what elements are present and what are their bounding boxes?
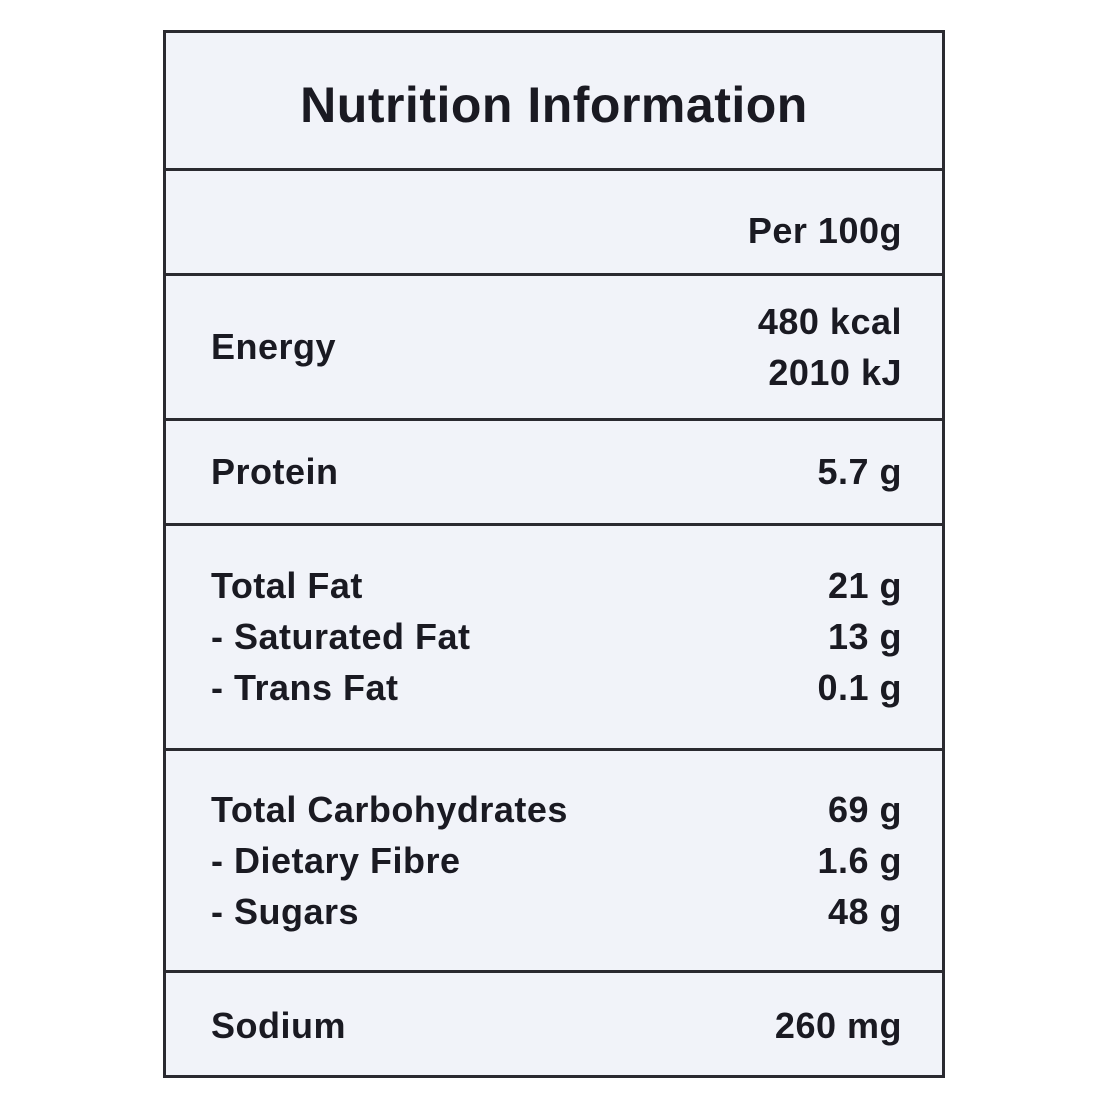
nutrient-value: 1.6 g [817, 839, 902, 881]
nutrient-name: - Dietary Fibre [211, 839, 461, 881]
nutrient-value: 2010 kJ [768, 351, 902, 393]
nutrient-name: - Saturated Fat [211, 616, 471, 657]
column-header: Per 100g [747, 210, 902, 251]
nutrient-value: 13 g [827, 616, 902, 657]
nutrition-label: Nutrition Information Per 100g Energy 480… [163, 30, 945, 1078]
nutrient-value: 69 g [827, 788, 902, 830]
nutrient-value: 260 mg [774, 1004, 902, 1046]
divider [166, 418, 942, 421]
nutrient-value: 48 g [827, 890, 902, 932]
nutrient-name: Total Fat [211, 565, 363, 606]
nutrient-value: 5.7 g [817, 451, 902, 492]
nutrient-name: Energy [211, 326, 337, 367]
label-title: Nutrition Information [300, 77, 808, 133]
nutrient-name: Protein [211, 451, 339, 492]
divider [166, 168, 942, 171]
nutrient-name: - Trans Fat [211, 667, 399, 708]
nutrient-value: 21 g [827, 565, 902, 606]
nutrient-name: Total Carbohydrates [211, 788, 568, 830]
divider [166, 970, 942, 973]
nutrient-value: 480 kcal [757, 300, 902, 342]
divider [166, 273, 942, 276]
divider [166, 523, 942, 526]
divider [166, 748, 942, 751]
nutrient-name: Sodium [211, 1004, 346, 1046]
nutrient-value: 0.1 g [817, 667, 902, 708]
nutrient-name: - Sugars [211, 890, 360, 932]
